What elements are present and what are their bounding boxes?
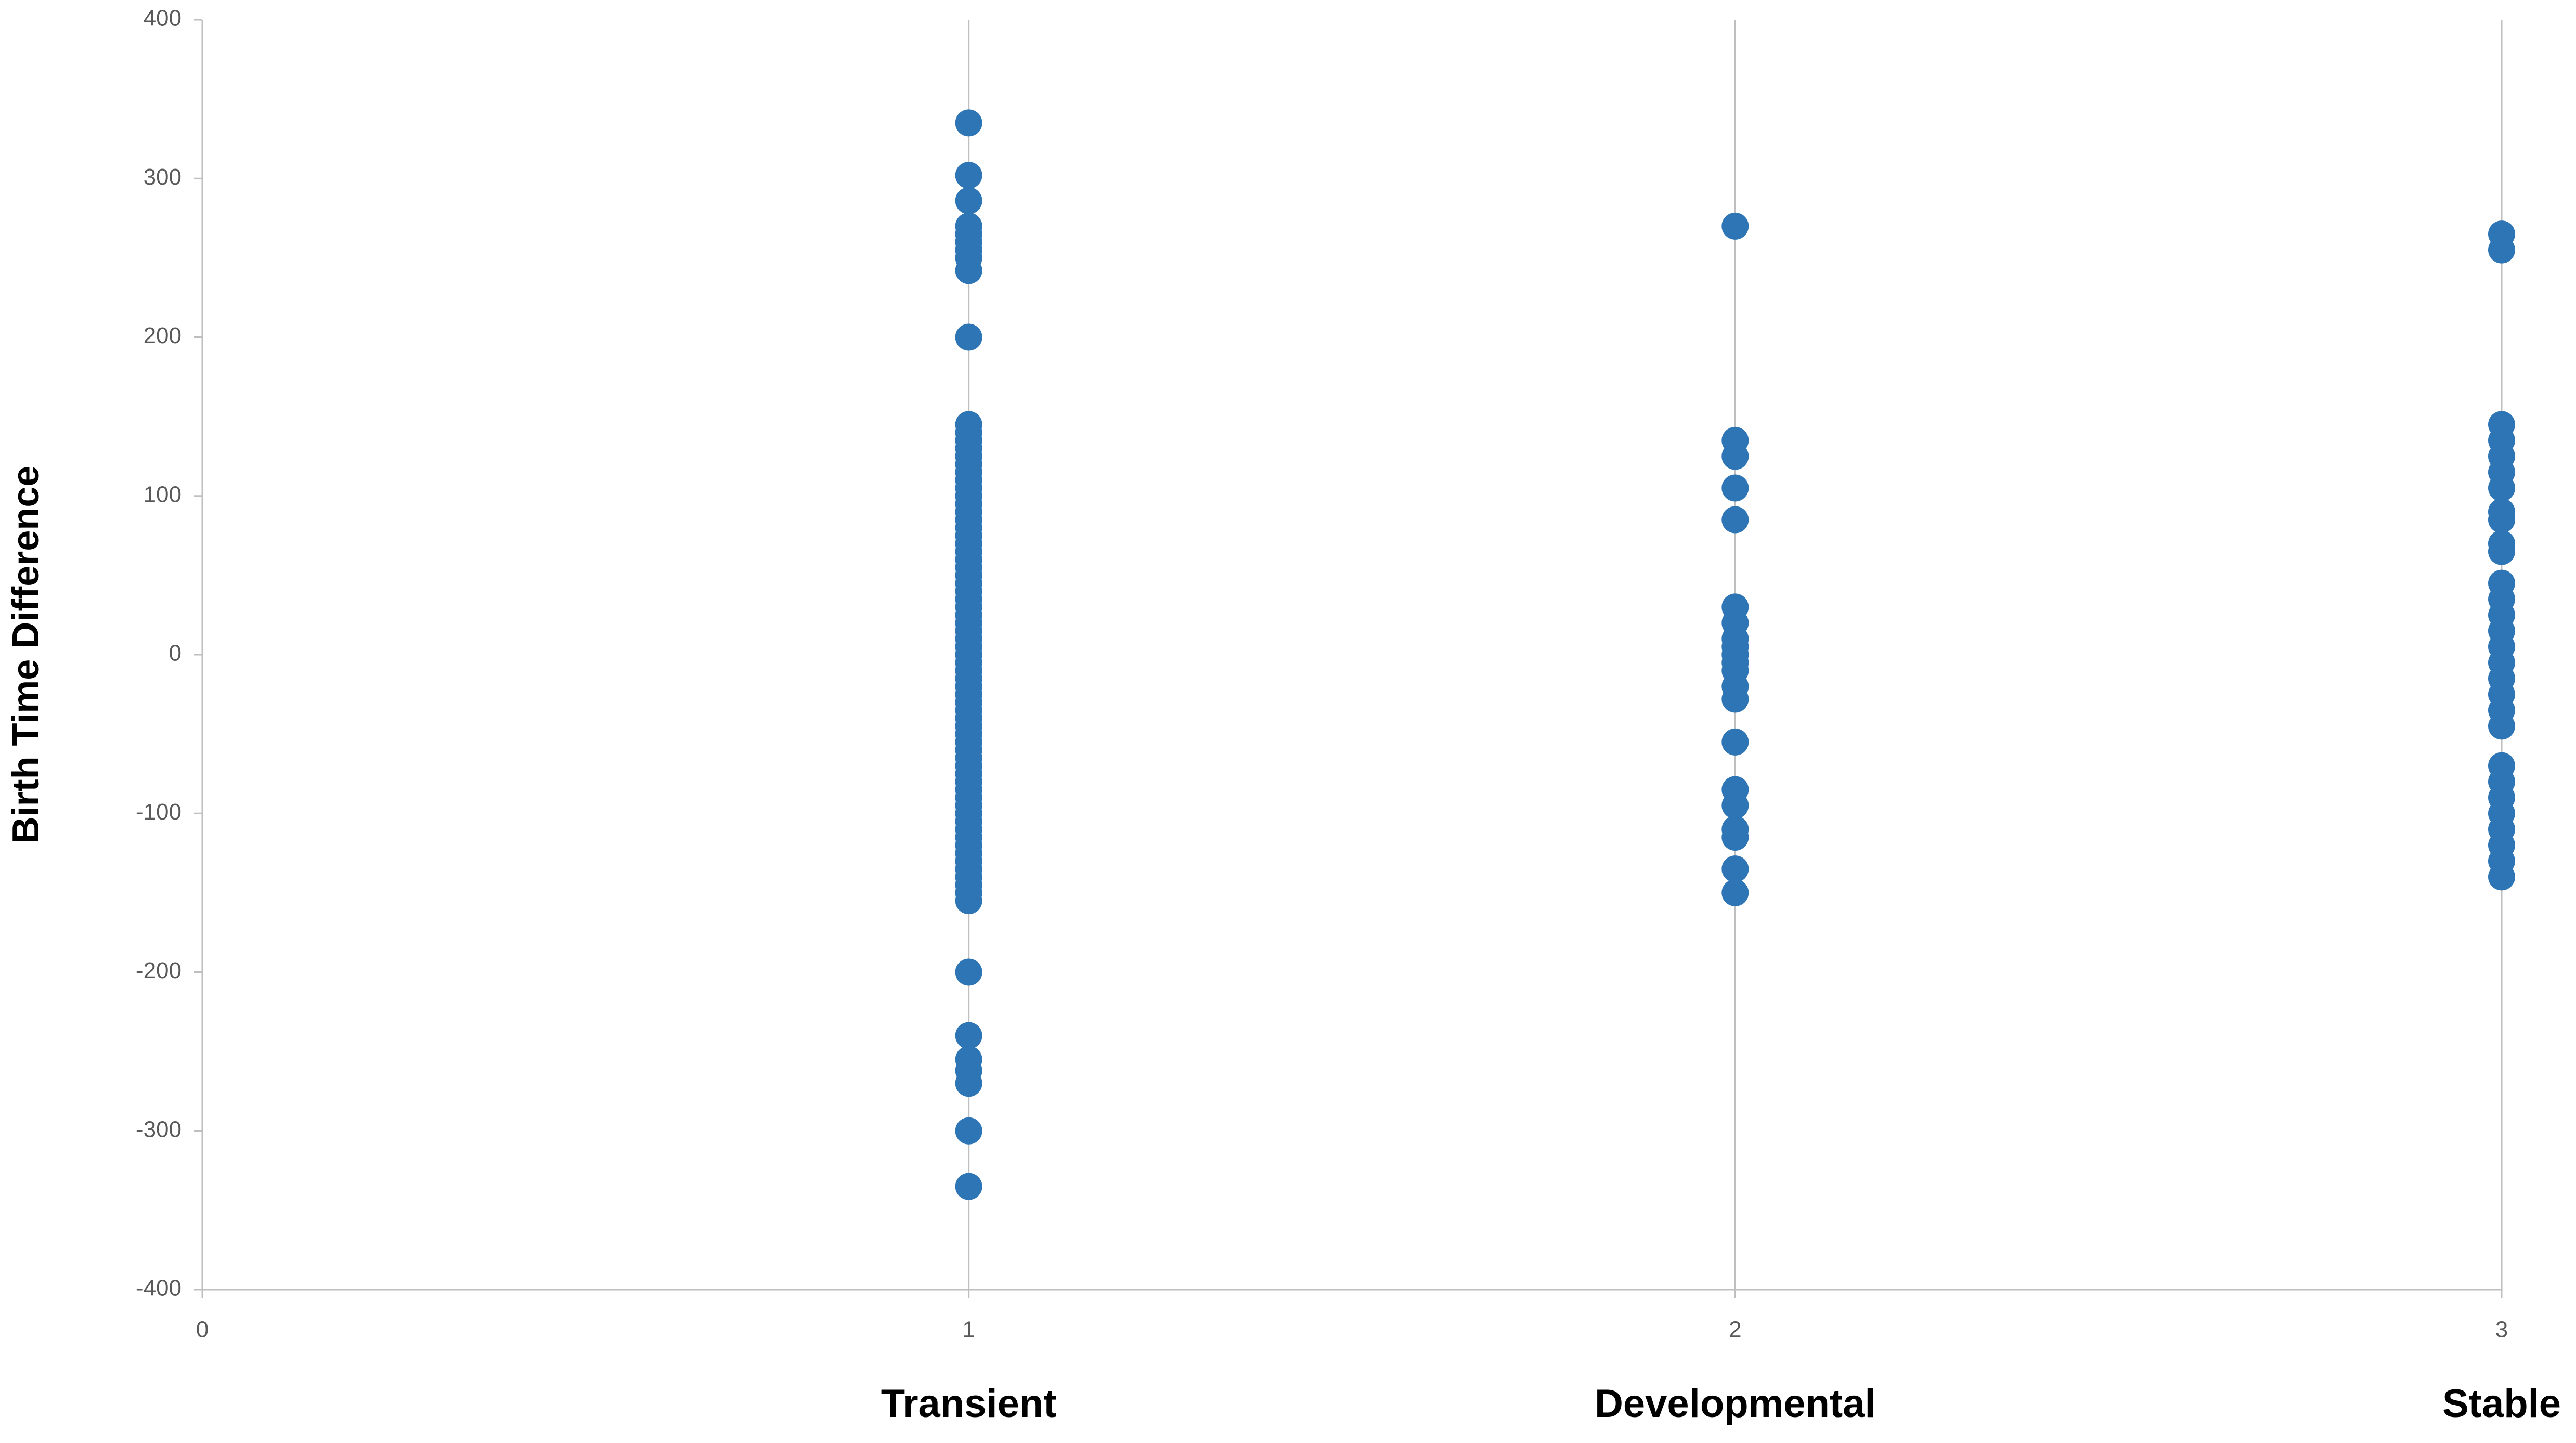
- point: [1721, 506, 1749, 534]
- point: [1721, 791, 1749, 819]
- point: [955, 1173, 982, 1200]
- x-tick-label: 3: [2495, 1317, 2508, 1343]
- x-tick-label: 0: [196, 1317, 209, 1343]
- y-tick-label: 100: [144, 482, 182, 507]
- x-tick-label: 2: [1729, 1317, 1741, 1343]
- point: [1721, 824, 1749, 851]
- point: [955, 887, 982, 915]
- point: [955, 187, 982, 214]
- point: [1721, 474, 1749, 502]
- y-axis-title: Birth Time Difference: [5, 466, 47, 844]
- y-tick-label: 200: [144, 323, 182, 348]
- y-tick-label: 400: [144, 6, 182, 31]
- point: [955, 162, 982, 189]
- y-tick-label: -200: [136, 958, 182, 983]
- point: [955, 1070, 982, 1097]
- point: [955, 1117, 982, 1145]
- point: [955, 1022, 982, 1049]
- point: [955, 958, 982, 986]
- point: [2488, 474, 2515, 502]
- point: [2488, 538, 2515, 565]
- y-tick-label: 300: [144, 164, 182, 190]
- point: [955, 109, 982, 137]
- point: [1721, 879, 1749, 906]
- point: [1721, 685, 1749, 713]
- point: [1721, 728, 1749, 756]
- category-label: Stable: [2442, 1382, 2561, 1426]
- y-tick-label: -400: [136, 1276, 182, 1301]
- point: [2488, 863, 2515, 891]
- category-label: Transient: [881, 1382, 1057, 1426]
- point: [2488, 712, 2515, 740]
- x-tick-label: 1: [962, 1317, 975, 1343]
- y-tick-label: 0: [169, 641, 182, 666]
- point: [955, 257, 982, 284]
- point: [1721, 212, 1749, 240]
- point: [2488, 506, 2515, 534]
- point: [955, 323, 982, 351]
- point: [1721, 443, 1749, 470]
- y-tick-label: -100: [136, 799, 182, 825]
- y-tick-label: -300: [136, 1116, 182, 1142]
- point: [2488, 236, 2515, 264]
- point: [1721, 855, 1749, 883]
- category-label: Developmental: [1595, 1382, 1876, 1426]
